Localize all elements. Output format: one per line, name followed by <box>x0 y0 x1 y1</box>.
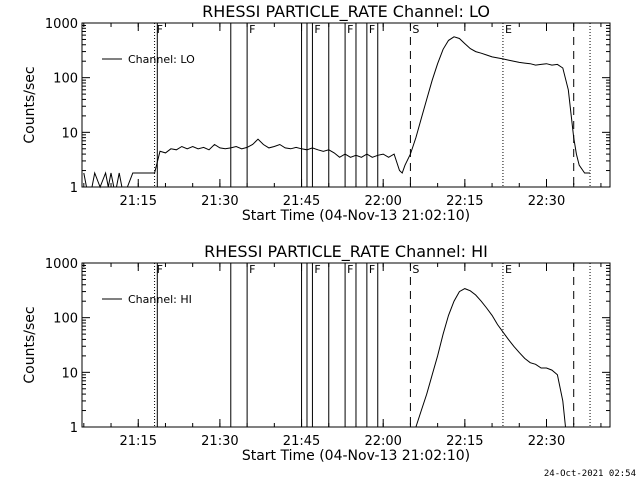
flag-label: S <box>412 23 419 36</box>
x-tick-label: 21:15 <box>120 434 157 449</box>
y-tick-label: 1 <box>70 421 78 436</box>
x-tick-label: 21:30 <box>201 194 238 209</box>
x-tick-label: 22:30 <box>528 194 565 209</box>
legend-label: Channel: HI <box>128 293 192 306</box>
y-tick-label: 10 <box>61 126 78 141</box>
x-tick-label: 21:30 <box>201 434 238 449</box>
chart-title: RHESSI PARTICLE_RATE Channel: HI <box>204 242 488 262</box>
y-tick-label: 100 <box>53 312 78 327</box>
x-tick-label: 21:45 <box>283 194 320 209</box>
x-tick-label: 22:15 <box>446 194 483 209</box>
flag-label: F <box>249 23 255 36</box>
chart-panel-1: RHESSI PARTICLE_RATE Channel: LO 1 10 100 10… <box>22 2 611 224</box>
chart-title: RHESSI PARTICLE_RATE Channel: LO <box>202 2 490 22</box>
flag-label: S <box>412 263 419 276</box>
plot-frame <box>81 22 611 188</box>
flag-label: F <box>157 23 163 36</box>
flag-label: F <box>157 263 163 276</box>
flag-label: F <box>314 263 320 276</box>
series-line-1 <box>83 36 590 189</box>
flag-label: F <box>347 263 353 276</box>
flag-label: E <box>505 263 512 276</box>
series-line-1 <box>415 288 566 428</box>
flag-label: F <box>369 263 375 276</box>
y-axis-label: Counts/sec <box>22 66 38 143</box>
flag-label: F <box>347 23 353 36</box>
x-tick-label: 22:15 <box>446 434 483 449</box>
legend-label: Channel: LO <box>128 53 195 66</box>
y-tick-label: 1000 <box>45 257 78 272</box>
x-axis-label: Start Time (04-Nov-13 21:02:10) <box>242 448 470 464</box>
x-tick-label: 22:30 <box>528 434 565 449</box>
flag-label: F <box>314 23 320 36</box>
x-tick-label: 22:00 <box>364 434 401 449</box>
x-tick-label: 21:15 <box>120 194 157 209</box>
flag-label: F <box>249 263 255 276</box>
footer-timestamp: 24-Oct-2021 02:54 <box>544 469 636 479</box>
flag-label: E <box>505 23 512 36</box>
y-tick-label: 1 <box>70 181 78 196</box>
x-axis-label: Start Time (04-Nov-13 21:02:10) <box>242 208 470 224</box>
x-tick-label: 22:00 <box>364 194 401 209</box>
y-tick-label: 100 <box>53 72 78 87</box>
flag-label: F <box>369 23 375 36</box>
y-axis-label: Counts/sec <box>22 306 38 383</box>
y-tick-label: 10 <box>61 366 78 381</box>
y-tick-label: 1000 <box>45 17 78 32</box>
x-tick-label: 21:45 <box>283 434 320 449</box>
plot-frame <box>81 262 611 428</box>
chart-panel-2: RHESSI PARTICLE_RATE Channel: HI 1 10 100 10… <box>22 242 611 464</box>
